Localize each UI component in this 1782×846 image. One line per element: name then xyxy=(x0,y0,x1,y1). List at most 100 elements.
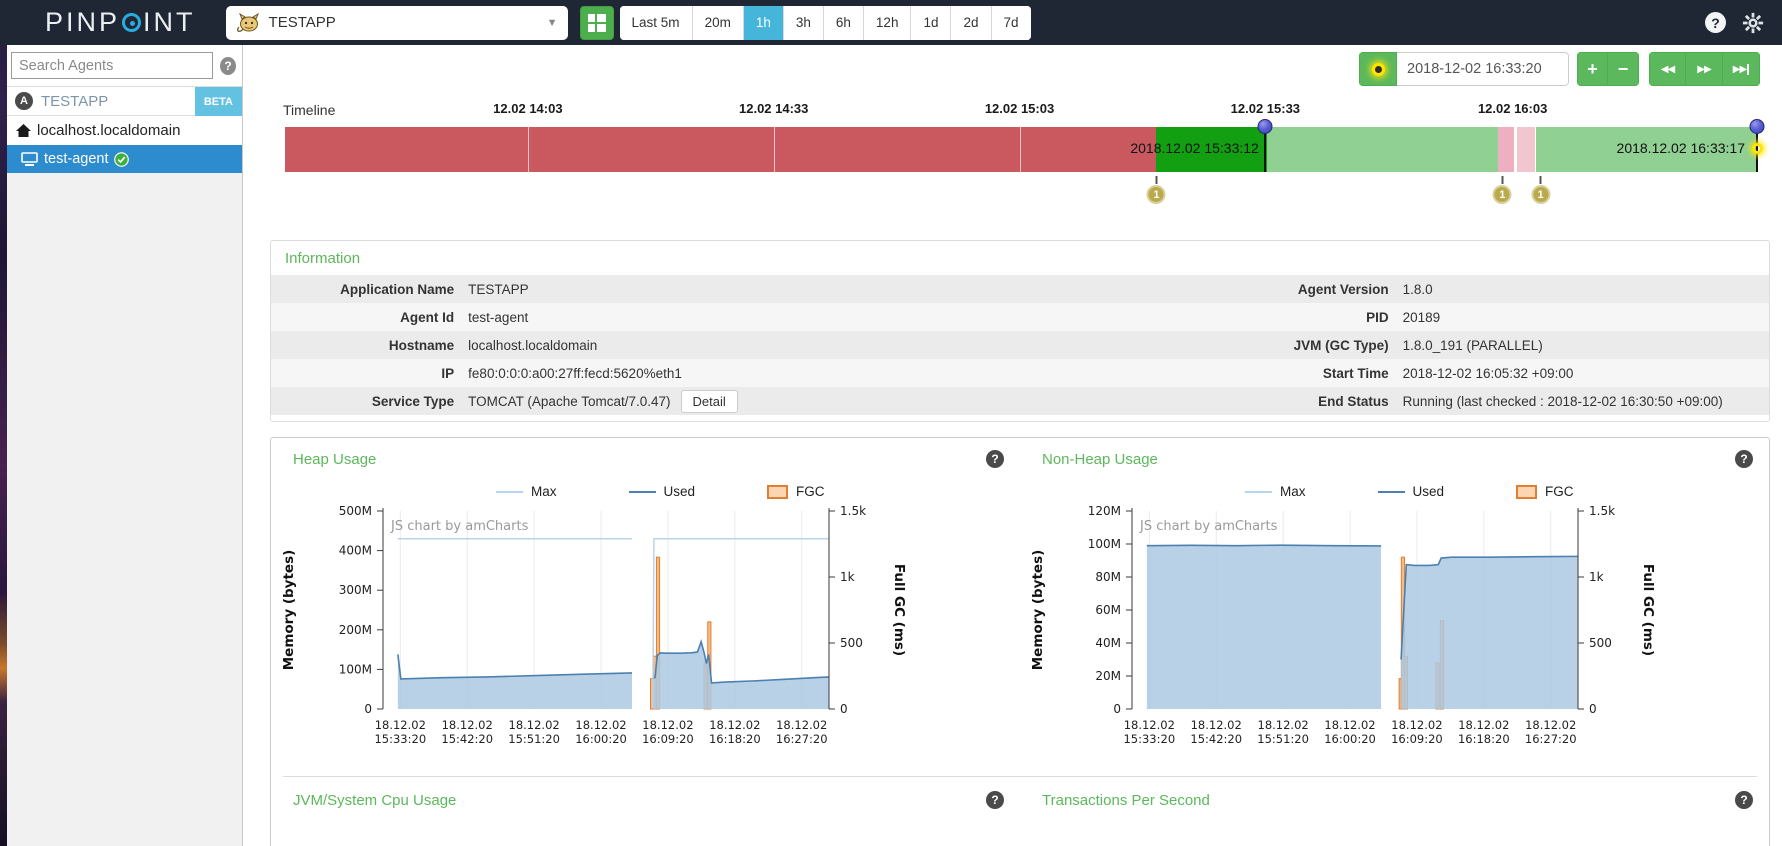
time-range-last5m[interactable]: Last 5m xyxy=(619,5,693,40)
sidebar-item-agent-selected[interactable]: test-agent xyxy=(7,145,242,173)
legend-item-used[interactable]: Used xyxy=(628,484,695,499)
gear-icon[interactable] xyxy=(1742,12,1764,34)
fgc-swatch-icon xyxy=(767,484,789,499)
tps-title: Transactions Per Second xyxy=(1042,791,1210,809)
timeline-tick-label: 12.02 14:33 xyxy=(739,101,809,116)
svg-text:18.12.02: 18.12.02 xyxy=(442,718,493,732)
info-value: 2018-12-02 16:05:32 +09:00 xyxy=(1402,365,1574,381)
heap-chart-plot[interactable]: 0 100M 200M 300M 400M 500M 0 500 1k 1.5k 18.12.02 1… xyxy=(271,504,1020,768)
step-back-button[interactable]: ◀◀ xyxy=(1649,52,1686,86)
service-type-detail-button[interactable]: Detail xyxy=(680,389,738,413)
svg-text:200M: 200M xyxy=(339,623,372,637)
time-range-6h[interactable]: 6h xyxy=(823,5,864,40)
cpu-usage-title: JVM/System Cpu Usage xyxy=(293,791,457,809)
legend-item-fgc[interactable]: FGC xyxy=(767,484,825,499)
time-range-7d[interactable]: 7d xyxy=(991,5,1031,40)
table-row: Application Name TESTAPP Agent Version 1… xyxy=(271,275,1769,303)
svg-text:16:18:20: 16:18:20 xyxy=(709,732,761,746)
search-help-icon[interactable]: ? xyxy=(220,56,236,75)
svg-text:18.12.02: 18.12.02 xyxy=(1324,718,1375,732)
information-title: Information xyxy=(285,250,361,267)
heap-usage-chart: Heap Usage ? Max Used FGC 0 100M 200M 300M 400… xyxy=(271,438,1020,768)
search-input[interactable] xyxy=(11,52,213,79)
svg-text:100M: 100M xyxy=(1088,537,1121,551)
chevron-down-icon: ▼ xyxy=(546,16,558,29)
logo-target-icon xyxy=(122,13,142,32)
zoom-out-button[interactable]: − xyxy=(1608,52,1639,86)
svg-text:Memory (bytes): Memory (bytes) xyxy=(281,550,297,671)
svg-text:18.12.02: 18.12.02 xyxy=(575,718,626,732)
agent-running-check-icon xyxy=(113,151,129,167)
time-range-3h[interactable]: 3h xyxy=(783,5,824,40)
svg-text:18.12.02: 18.12.02 xyxy=(1258,718,1309,732)
logo-text-post: INT xyxy=(143,7,196,37)
svg-text:15:51:20: 15:51:20 xyxy=(508,732,560,746)
information-panel: Information Application Name TESTAPP Age… xyxy=(270,240,1770,422)
legend-item-max[interactable]: Max xyxy=(1245,484,1306,499)
timeline-bar[interactable]: 12.02 14:03 12.02 14:33 12.02 15:03 12.02 1… xyxy=(285,101,1765,204)
service-type-value: TOMCAT (Apache Tomcat/7.0.47) xyxy=(468,393,671,409)
nonheap-help-icon[interactable]: ? xyxy=(1735,450,1753,468)
agent-search-row: ? xyxy=(7,45,242,87)
server-map-layout-button[interactable] xyxy=(579,5,614,40)
application-selector-dropdown[interactable]: TESTAPP ▼ xyxy=(225,5,568,40)
selected-application-name: TESTAPP xyxy=(268,14,336,31)
realtime-toggle-button[interactable] xyxy=(1359,52,1397,86)
svg-text:18.12.02: 18.12.02 xyxy=(776,718,827,732)
legend-item-fgc[interactable]: FGC xyxy=(1516,484,1574,499)
timeline-event-marker[interactable]: 1 xyxy=(1531,176,1551,204)
info-label: Agent Id xyxy=(400,309,455,325)
svg-text:500: 500 xyxy=(840,636,863,650)
info-label: Hostname xyxy=(388,337,455,353)
time-range-12h[interactable]: 12h xyxy=(863,5,912,40)
svg-text:Memory (bytes): Memory (bytes) xyxy=(1030,550,1046,671)
time-range-2d[interactable]: 2d xyxy=(951,5,992,40)
tps-help-icon[interactable]: ? xyxy=(1735,791,1753,809)
svg-text:15:33:20: 15:33:20 xyxy=(1123,732,1175,746)
info-value: test-agent xyxy=(468,309,529,325)
timeline-end-ring-icon xyxy=(1752,143,1763,154)
zoom-in-button[interactable]: + xyxy=(1577,52,1608,86)
sidebar-item-application[interactable]: A TESTAPP BETA xyxy=(7,87,242,116)
panel-divider xyxy=(283,776,1757,777)
used-swatch-icon xyxy=(628,490,656,493)
time-range-1d[interactable]: 1d xyxy=(911,5,952,40)
timeline-event-marker[interactable]: 1 xyxy=(1492,176,1512,204)
legend-item-used[interactable]: Used xyxy=(1377,484,1445,499)
svg-text:15:42:20: 15:42:20 xyxy=(441,732,493,746)
time-range-1h[interactable]: 1h xyxy=(743,5,784,40)
time-range-20m[interactable]: 20m xyxy=(692,5,744,40)
info-label: Application Name xyxy=(340,281,455,297)
svg-text:15:51:20: 15:51:20 xyxy=(1257,732,1309,746)
svg-text:0: 0 xyxy=(364,702,372,716)
nonheap-usage-chart: Non-Heap Usage ? Max Used FGC 0 20M 40M 60M 80… xyxy=(1020,438,1769,768)
nonheap-chart-plot[interactable]: 0 20M 40M 60M 80M 100M 120M 0 500 1k 1.5k 18.12.02 1… xyxy=(1020,504,1769,768)
legend-item-max[interactable]: Max xyxy=(496,484,557,499)
layout-grid-icon xyxy=(587,13,606,32)
timeline-segment-running xyxy=(1536,127,1757,172)
home-icon xyxy=(16,124,31,137)
sidebar-item-host[interactable]: localhost.localdomain xyxy=(7,116,242,145)
heap-help-icon[interactable]: ? xyxy=(986,450,1004,468)
timeline-selection-pin-icon[interactable] xyxy=(1257,119,1273,134)
sidebar-host-name: localhost.localdomain xyxy=(37,122,181,139)
pinpoint-logo[interactable]: PINP INT xyxy=(45,7,196,38)
svg-text:18.12.02: 18.12.02 xyxy=(1458,718,1509,732)
top-navbar: PINP INT TESTAPP ▼ Last 5m 20m 1h 3h xyxy=(0,0,1782,45)
svg-text:18.12.02: 18.12.02 xyxy=(1124,718,1175,732)
timeline-selection-pin-icon[interactable] xyxy=(1749,119,1765,134)
agent-timeline: Timeline 12.02 14:03 12.02 14:33 12.02 15:… xyxy=(270,95,1765,270)
datetime-input[interactable] xyxy=(1397,52,1569,86)
info-value: Running (last checked : 2018-12-02 16:30… xyxy=(1402,393,1723,409)
timeline-event-marker[interactable]: 1 xyxy=(1146,176,1166,204)
cpu-help-icon[interactable]: ? xyxy=(986,791,1004,809)
legend-label: Used xyxy=(1412,484,1445,499)
svg-text:18.12.02: 18.12.02 xyxy=(1525,718,1576,732)
step-forward-button[interactable]: ▶▶ xyxy=(1686,52,1723,86)
jump-to-latest-button[interactable]: ▶▶ xyxy=(1723,52,1760,86)
timeline-segment-selected-start xyxy=(1156,127,1267,172)
max-swatch-icon xyxy=(496,490,523,493)
help-icon[interactable]: ? xyxy=(1705,12,1726,33)
